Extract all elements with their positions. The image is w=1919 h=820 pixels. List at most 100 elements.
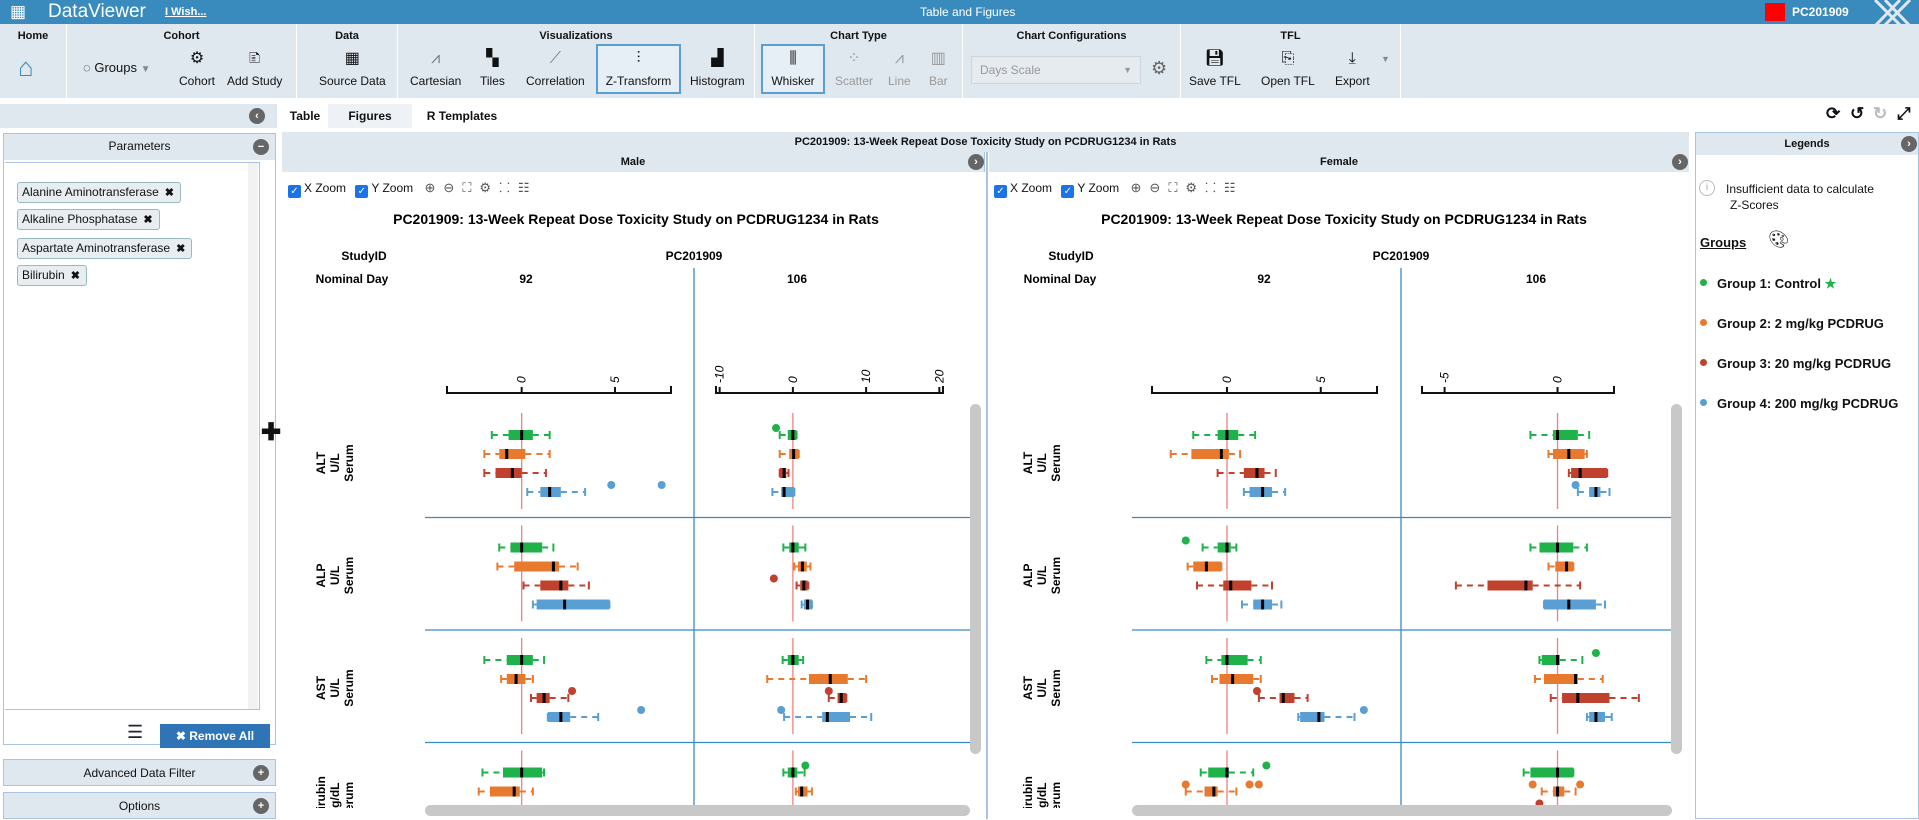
expand-filter-icon[interactable]: + — [253, 765, 269, 781]
parameter-label: Aspartate Aminotransferase — [22, 241, 171, 255]
open-file-icon: ⎘ — [1281, 50, 1295, 67]
parameters-scrollbar[interactable] — [248, 163, 258, 709]
add-plus-icon[interactable]: ✚ — [261, 419, 282, 446]
x-tick-label: 0 — [1551, 376, 1565, 383]
female-horizontal-scrollbar[interactable] — [1132, 805, 1672, 816]
expand-options-icon[interactable]: + — [253, 798, 269, 814]
source-data-button[interactable]: ▦ Source Data — [319, 46, 386, 94]
undo-icon[interactable]: ↺ — [1850, 104, 1865, 123]
median-marker — [800, 786, 804, 797]
remove-tag-icon[interactable]: ✖ — [164, 187, 174, 199]
remove-tag-icon[interactable]: ✖ — [70, 270, 80, 282]
y-zoom-checkbox[interactable]: ✓ — [1061, 185, 1075, 198]
legend-label: Group 3: 20 mg/kg PCDRUG — [1717, 356, 1892, 371]
legend-group-3[interactable]: Group 3: 20 mg/kg PCDRUG — [1700, 356, 1891, 371]
groups-dropdown[interactable]: ◌ Groups ▼ — [83, 58, 151, 106]
median-marker — [505, 449, 509, 459]
iqr-box — [510, 542, 543, 553]
i-wish-link[interactable]: I Wish... — [165, 6, 207, 18]
expand-icon[interactable]: ⤢ — [1897, 104, 1911, 123]
fit-icon[interactable]: ⛶ — [1168, 180, 1178, 195]
cartesian-button[interactable]: ⩘ Cartesian — [410, 46, 461, 94]
notes-icon[interactable]: ☷ — [1223, 180, 1236, 195]
nominal-day-value: 106 — [1526, 272, 1546, 286]
female-vertical-scrollbar[interactable] — [1671, 404, 1682, 754]
correlation-button[interactable]: ⟋ Correlation — [526, 46, 585, 94]
nominal-day-value: 92 — [519, 272, 533, 286]
line-button[interactable]: ⩘ Line — [888, 46, 911, 94]
fit-icon[interactable]: ⛶ — [462, 180, 472, 195]
histogram-label: Histogram — [690, 74, 745, 88]
list-icon[interactable]: ☰ — [127, 722, 144, 742]
male-horizontal-scrollbar[interactable] — [425, 805, 970, 816]
median-marker — [791, 430, 795, 440]
outlier-point — [824, 687, 833, 695]
row-label-specimen: Serum — [1049, 557, 1063, 594]
zoom-in-icon[interactable]: ⊕ — [1130, 180, 1142, 195]
advanced-data-filter-header[interactable]: Advanced Data Filter + — [3, 759, 276, 786]
z-transform-button[interactable]: ⫶ Z-Transform — [596, 44, 681, 94]
add-study-button[interactable]: 🗈 Add Study — [227, 46, 282, 94]
median-marker — [791, 542, 795, 553]
x-zoom-checkbox[interactable]: ✓ — [288, 185, 301, 198]
legend-group-2[interactable]: Group 2: 2 mg/kg PCDRUG — [1700, 316, 1884, 331]
days-scale-select[interactable]: Days Scale ▼ — [971, 56, 1141, 84]
remove-tag-icon[interactable]: ✖ — [143, 214, 153, 226]
tab-r-templates[interactable]: R Templates — [426, 109, 498, 123]
save-tfl-label: Save TFL — [1189, 74, 1241, 88]
open-tfl-button[interactable]: ⎘ Open TFL — [1261, 46, 1315, 94]
export-dropdown-icon[interactable]: ▼ — [1381, 54, 1390, 64]
reset-zoom-icon[interactable]: ⸬ — [499, 180, 510, 195]
whisker-button[interactable]: ⫼ Whisker — [761, 44, 825, 94]
legend-group-1[interactable]: Group 1: Control ★ — [1700, 276, 1836, 292]
collapse-legends-icon[interactable]: › — [1901, 136, 1917, 152]
open-tfl-label: Open TFL — [1261, 74, 1315, 88]
outlier-point — [1576, 780, 1585, 789]
median-marker — [514, 674, 518, 684]
export-button[interactable]: ⤓ Export — [1335, 46, 1370, 94]
outlier-point — [1591, 649, 1600, 657]
settings-icon[interactable]: ⚙ — [479, 180, 492, 195]
median-marker — [825, 712, 829, 722]
notes-icon[interactable]: ☷ — [517, 180, 530, 195]
save-tfl-button[interactable]: 💾︎ Save TFL — [1189, 46, 1241, 94]
tab-table[interactable]: Table — [289, 109, 321, 123]
male-vertical-scrollbar[interactable] — [970, 404, 981, 754]
row-label-unit: mg/dL — [1035, 783, 1049, 809]
collapse-parameters-icon[interactable]: − — [253, 139, 269, 155]
chart-title: PC201909: 13-Week Repeat Dose Toxicity S… — [1101, 211, 1587, 227]
collapse-left-icon[interactable]: ‹ — [249, 108, 265, 124]
refresh-icon[interactable]: ⟳ — [1826, 104, 1841, 123]
remove-tag-icon[interactable]: ✖ — [176, 243, 186, 255]
options-header[interactable]: Options + — [3, 792, 276, 819]
home-group: Home ⌂ — [0, 24, 67, 98]
chevron-down-icon: ▼ — [1123, 65, 1132, 75]
legend-group-4[interactable]: Group 4: 200 mg/kg PCDRUG — [1700, 396, 1898, 411]
app-grid-icon[interactable]: ▦ — [10, 2, 26, 21]
home-icon[interactable]: ⌂ — [18, 52, 34, 82]
app-header: ▦ DataViewer I Wish... Table and Figures… — [0, 0, 1919, 30]
male-next-icon[interactable]: › — [968, 154, 984, 170]
tiles-button[interactable]: ▚ Tiles — [480, 46, 505, 94]
cohort-button[interactable]: ⚙ Cohort — [179, 46, 215, 94]
y-zoom-checkbox[interactable]: ✓ — [355, 185, 369, 198]
iqr-box — [1562, 693, 1610, 703]
bar-button[interactable]: ▥ Bar — [929, 46, 948, 94]
zoom-out-icon[interactable]: ⊖ — [1149, 180, 1161, 195]
scatter-button[interactable]: ⁘ Scatter — [835, 46, 873, 94]
redo-icon[interactable]: ↻ — [1873, 104, 1888, 123]
chart-settings-gear-icon[interactable]: ⚙ — [1151, 58, 1168, 78]
zoom-out-icon[interactable]: ⊖ — [443, 180, 455, 195]
median-marker — [559, 712, 563, 722]
iqr-box — [1553, 430, 1578, 440]
palette-icon[interactable]: 🎨︎ — [1768, 230, 1790, 249]
tab-figures[interactable]: Figures — [328, 104, 412, 128]
zoom-in-icon[interactable]: ⊕ — [424, 180, 436, 195]
median-marker — [802, 580, 806, 591]
x-zoom-checkbox[interactable]: ✓ — [994, 185, 1007, 198]
female-next-icon[interactable]: › — [1672, 154, 1688, 170]
settings-icon[interactable]: ⚙ — [1185, 180, 1198, 195]
histogram-button[interactable]: ▟ Histogram — [690, 46, 745, 94]
reset-zoom-icon[interactable]: ⸬ — [1205, 180, 1216, 195]
remove-all-button[interactable]: ✖ Remove All — [160, 724, 270, 748]
